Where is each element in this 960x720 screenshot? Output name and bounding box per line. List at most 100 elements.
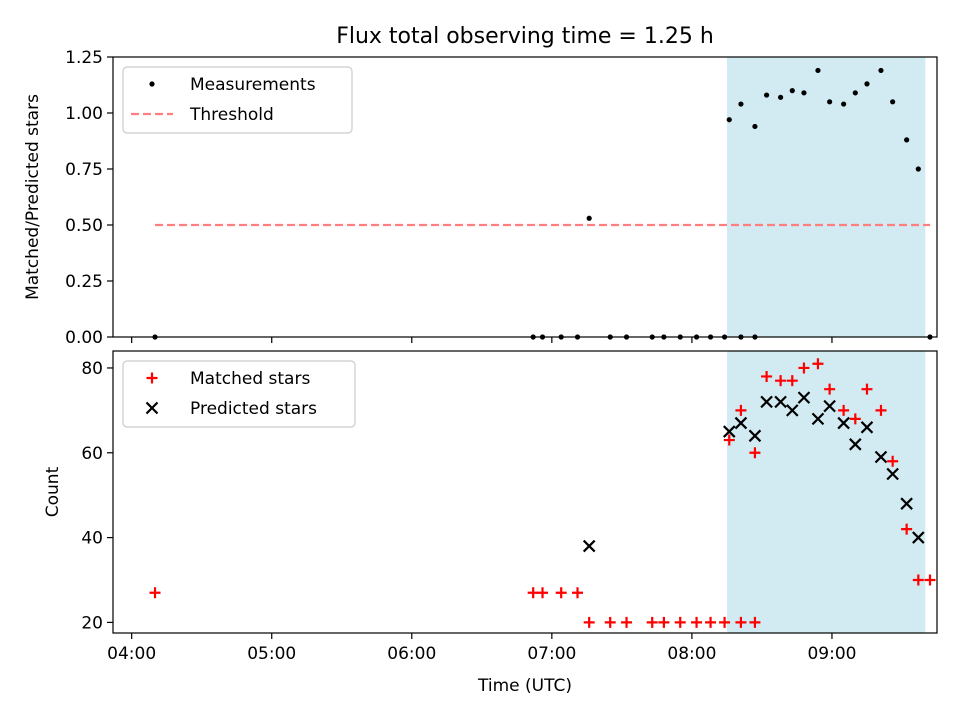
y-tick-label: 1.00 [65,104,103,124]
data-point [149,587,161,599]
data-point [786,375,798,387]
data-point [801,90,807,96]
data-point [887,455,899,467]
y-tick-label: 0.75 [65,160,103,180]
data-point [797,391,811,404]
data-point [900,497,913,510]
data-point [604,616,616,628]
data-point [815,67,821,74]
data-point [749,616,761,628]
x-tick-label: 06:00 [387,644,436,664]
data-point [723,434,735,446]
data-point [691,616,703,628]
data-point [586,215,592,221]
data-point [890,99,896,105]
data-point [775,375,787,387]
legend-label: Measurements [190,75,316,95]
legend-swatch [149,81,155,87]
top-panel: 0.00 0.25 0.50 0.75 1.00 1.25 Matched/Predicte… [23,48,938,348]
x-tick-label: 09:00 [807,644,856,664]
data-point [674,616,686,628]
data-point [838,404,850,416]
data-point [527,587,539,599]
data-point [886,467,899,481]
legend-label: Predicted stars [190,399,317,419]
data-point [860,421,874,434]
legend-box [122,360,356,428]
data-point [705,616,717,628]
data-point [646,616,658,628]
data-point [572,587,584,599]
data-point [726,117,732,123]
data-point [735,404,747,416]
data-point [760,395,773,409]
data-point [823,399,836,413]
y-axis-label: Matched/Predicted stars [23,94,43,300]
y-tick-label: 80 [81,359,103,379]
data-point [719,616,731,628]
data-point [861,383,873,395]
data-point [774,395,787,409]
data-point [912,531,925,544]
data-point [789,88,795,94]
data-point [852,90,858,96]
data-point [849,438,862,451]
data-point [912,574,924,586]
observing-window [726,57,926,337]
x-tick-label: 08:00 [667,644,716,664]
legend-box [122,66,353,134]
data-point [915,166,921,172]
y-tick-label: 20 [81,613,103,633]
y-tick-label: 60 [81,444,103,464]
legend: Matched stars Predicted stars [122,360,356,428]
data-point [812,358,824,370]
y-tick-label: 1.25 [65,48,103,68]
x-tick-label: 07:00 [527,644,576,664]
data-point [749,447,761,459]
y-tick-label: 0.50 [65,216,103,236]
data-point [761,370,773,382]
data-point [621,616,633,628]
chart-title: Flux total observing time = 1.25 h [336,24,714,49]
data-point [878,67,884,74]
axes-frame [112,350,938,634]
axes-frame [112,56,938,338]
data-point [555,587,567,599]
data-point [874,450,888,464]
data-point [864,81,870,87]
data-point [924,574,936,586]
data-point [582,539,596,553]
data-point [901,523,913,535]
data-point [763,92,770,98]
data-point [738,101,744,107]
x-tick-label: 04:00 [107,644,156,664]
data-point [735,616,747,628]
data-point [537,587,549,599]
data-point [875,404,887,416]
x-tick-label: 05:00 [247,644,296,664]
legend-label: Matched stars [190,369,310,389]
data-point [778,94,784,100]
data-point [583,616,595,628]
data-point [827,99,833,105]
legend-label: Threshold [189,105,274,125]
observing-window [726,351,926,633]
data-point [811,412,825,426]
data-point [841,101,847,107]
data-point [798,362,810,374]
legend-swatch [145,401,159,415]
data-point [658,616,670,628]
data-point [785,404,799,417]
data-point [752,123,758,130]
data-point [722,425,736,438]
y-axis-label: Count [43,466,63,517]
data-point [824,383,836,395]
x-axis-label: Time (UTC) [477,676,572,696]
legend: Measurements Threshold [122,66,353,134]
y-tick-label: 0.25 [65,272,103,292]
data-point [734,416,748,430]
y-tick-label: 0.00 [65,328,103,348]
data-point [904,137,910,143]
data-point [748,429,762,443]
y-tick-label: 40 [81,529,103,549]
